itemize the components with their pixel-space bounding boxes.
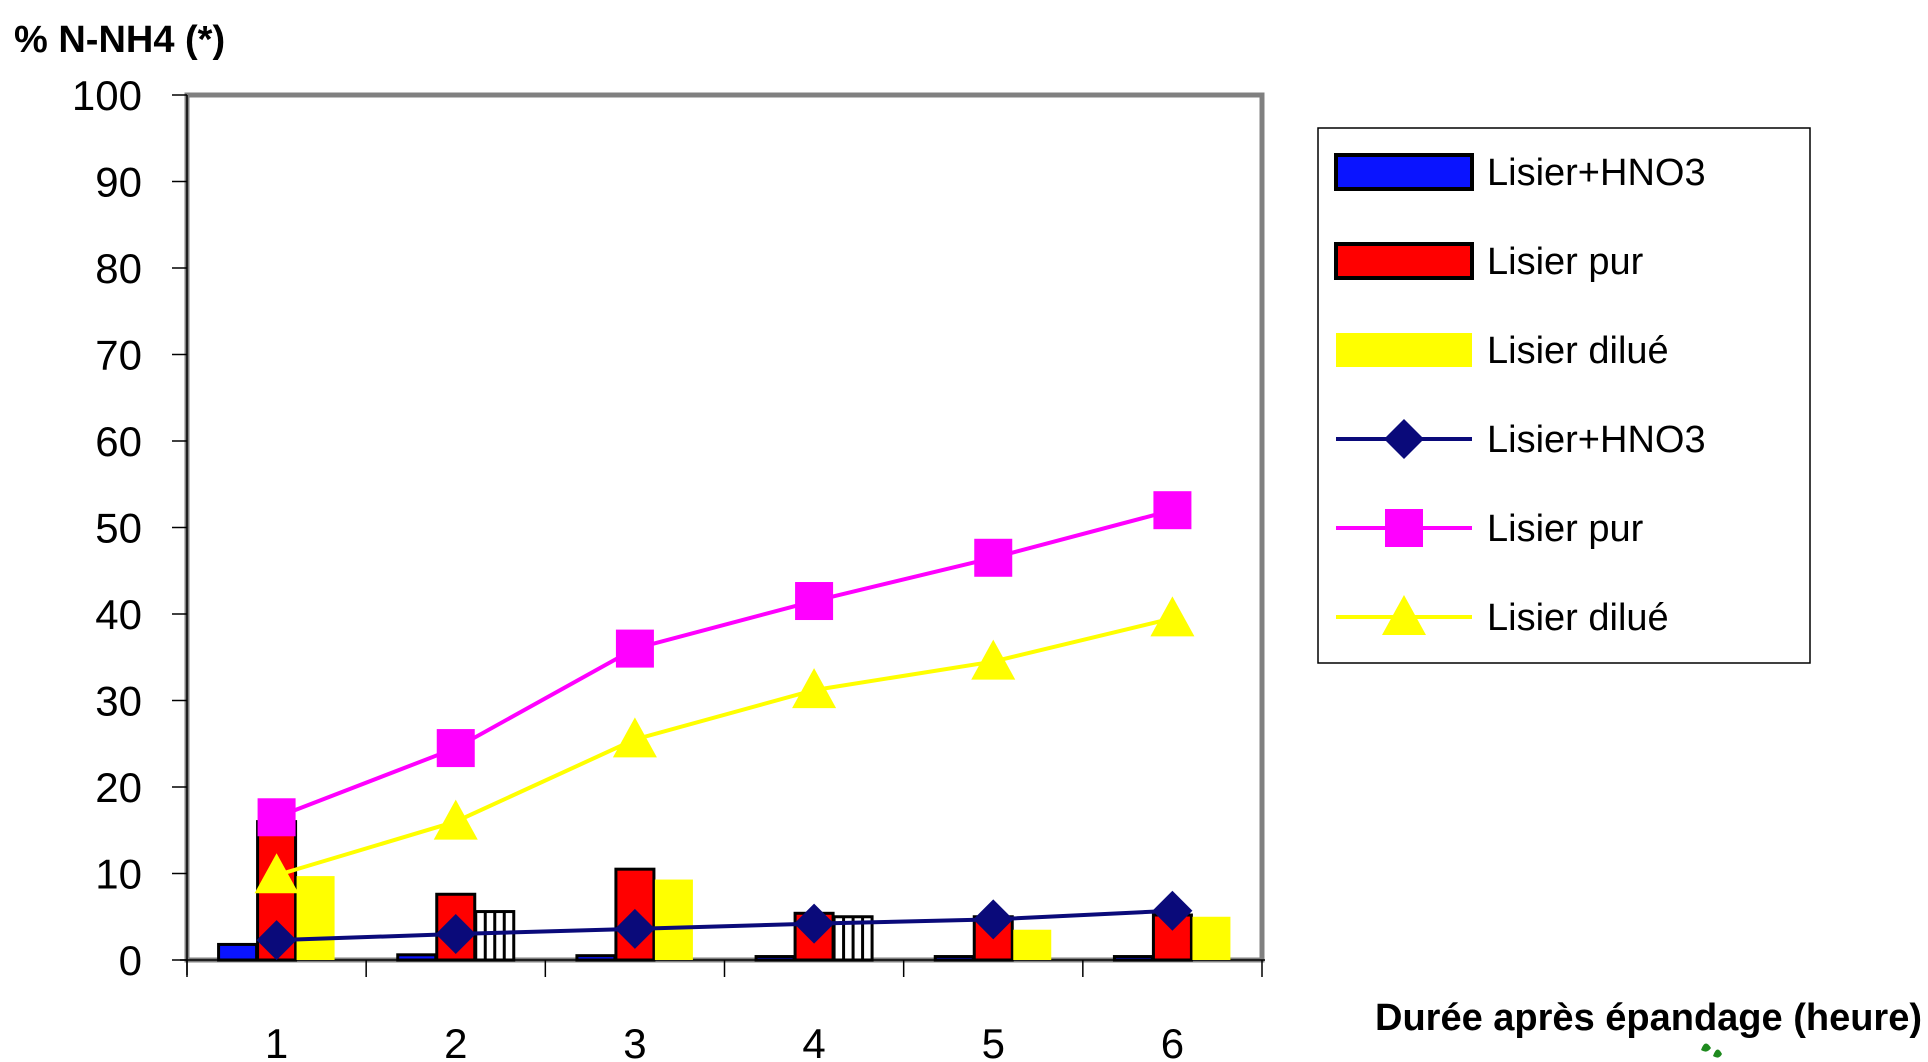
legend-label: Lisier+HNO3 [1487, 152, 1706, 194]
point-diamond [614, 908, 655, 949]
bar-lisier-hno3 [396, 953, 438, 962]
bar-lisier-hno3 [575, 954, 617, 962]
y-tick-label: 40 [95, 591, 142, 638]
point-square [436, 729, 475, 768]
y-tick-label: 70 [95, 332, 142, 379]
point-square [974, 538, 1013, 577]
legend-box [1317, 127, 1811, 664]
point-triangle [433, 799, 478, 840]
legend-marker-diamond [1384, 419, 1424, 459]
point-square [1153, 491, 1192, 530]
point-triangle [612, 717, 657, 758]
x-axis: 1 2 3 4 5 6 [186, 960, 1263, 1062]
line-diamond-series [276, 908, 1173, 943]
point-square [795, 582, 834, 621]
y-tick-label: 0 [119, 937, 142, 984]
line-series-group [254, 491, 1195, 961]
x-tick-label: 5 [982, 1020, 1005, 1062]
y-tick-label: 20 [95, 764, 142, 811]
line-square-series [275, 508, 1173, 820]
legend-label: Lisier pur [1487, 241, 1644, 283]
bar-lisier-hno3 [217, 942, 259, 962]
bar-lisier-dilue [1013, 929, 1052, 960]
leaf-icon [1701, 1043, 1722, 1058]
y-tick-label: 60 [95, 418, 142, 465]
bar-lisier-hno3 [754, 955, 796, 962]
bar-lisier-dilue [296, 876, 335, 960]
point-square [615, 629, 654, 668]
legend-marker-triangle [1382, 595, 1426, 635]
y-axis-title: % N-NH4 (*) [14, 19, 225, 61]
x-tick-label: 2 [444, 1020, 467, 1062]
bar-lisier-hno3 [1112, 955, 1154, 962]
point-diamond [1152, 890, 1193, 931]
legend-label: Lisier pur [1487, 508, 1644, 550]
point-triangle [254, 853, 299, 894]
point-diamond [435, 914, 476, 955]
plot-area [184, 92, 1265, 963]
y-tick-label: 50 [95, 505, 142, 552]
x-tick-label: 3 [623, 1020, 646, 1062]
bar-lisier-dilue [654, 879, 693, 960]
legend-swatch-bar [1334, 242, 1474, 280]
point-diamond [794, 903, 835, 944]
y-tick-label: 90 [95, 159, 142, 206]
legend-label: Lisier dilué [1487, 330, 1669, 372]
line-triangle-series [276, 616, 1173, 878]
y-axis: 0 10 20 30 40 50 60 70 80 90 100 [72, 72, 187, 984]
point-triangle [971, 639, 1016, 680]
legend-marker-square [1385, 509, 1423, 547]
bar-lisier-dilue [1192, 916, 1231, 960]
y-tick-label: 100 [72, 72, 142, 119]
point-diamond [256, 920, 297, 961]
bar-lisier-hno3 [933, 955, 975, 962]
y-tick-label: 80 [95, 245, 142, 292]
y-tick-label: 30 [95, 678, 142, 725]
y-tick-label: 10 [95, 851, 142, 898]
legend-swatch-bar [1336, 333, 1472, 367]
point-square [257, 798, 296, 837]
point-triangle [792, 668, 837, 709]
legend-swatch-bar [1334, 153, 1474, 191]
x-axis-title: Durée après épandage (heure) [1375, 997, 1922, 1039]
x-tick-label: 4 [802, 1020, 825, 1062]
x-tick-label: 6 [1161, 1020, 1184, 1062]
legend: Lisier+HNO3 Lisier pur Lisier dilué Lisier+… [1317, 127, 1811, 664]
legend-label: Lisier dilué [1487, 597, 1669, 639]
point-diamond [973, 899, 1014, 940]
legend-label: Lisier+HNO3 [1487, 419, 1706, 461]
point-triangle [1150, 596, 1195, 637]
x-tick-label: 1 [265, 1020, 288, 1062]
